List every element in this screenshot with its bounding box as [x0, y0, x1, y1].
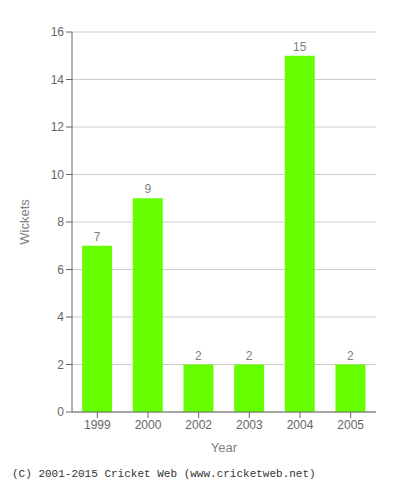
html-text:(C) 2001-2015 Cricket Web (www: (C) 2001-2015 Cricket Web (www.cricketwe…	[12, 468, 316, 480]
svg-text:2000: 2000	[135, 418, 162, 432]
svg-text:1999: 1999	[84, 418, 111, 432]
svg-text:2: 2	[195, 349, 202, 363]
svg-text:2004: 2004	[287, 418, 314, 432]
svg-text:2003: 2003	[236, 418, 263, 432]
svg-text:7: 7	[94, 230, 101, 244]
svg-text:16: 16	[51, 25, 65, 39]
svg-text:2: 2	[347, 349, 354, 363]
svg-text:2005: 2005	[337, 418, 364, 432]
svg-text:2: 2	[246, 349, 253, 363]
svg-text:9: 9	[144, 182, 151, 196]
svg-text:15: 15	[293, 40, 307, 54]
svg-text:4: 4	[57, 310, 64, 324]
svg-text:14: 14	[51, 73, 65, 87]
svg-text:12: 12	[51, 120, 65, 134]
svg-text:8: 8	[57, 215, 64, 229]
svg-text:Year: Year	[211, 440, 238, 455]
svg-text:6: 6	[57, 263, 64, 277]
svg-text:2002: 2002	[185, 418, 212, 432]
svg-text:0: 0	[57, 405, 64, 419]
svg-text:Wickets: Wickets	[17, 199, 32, 245]
svg-text:10: 10	[51, 168, 65, 182]
svg-text:2: 2	[57, 358, 64, 372]
